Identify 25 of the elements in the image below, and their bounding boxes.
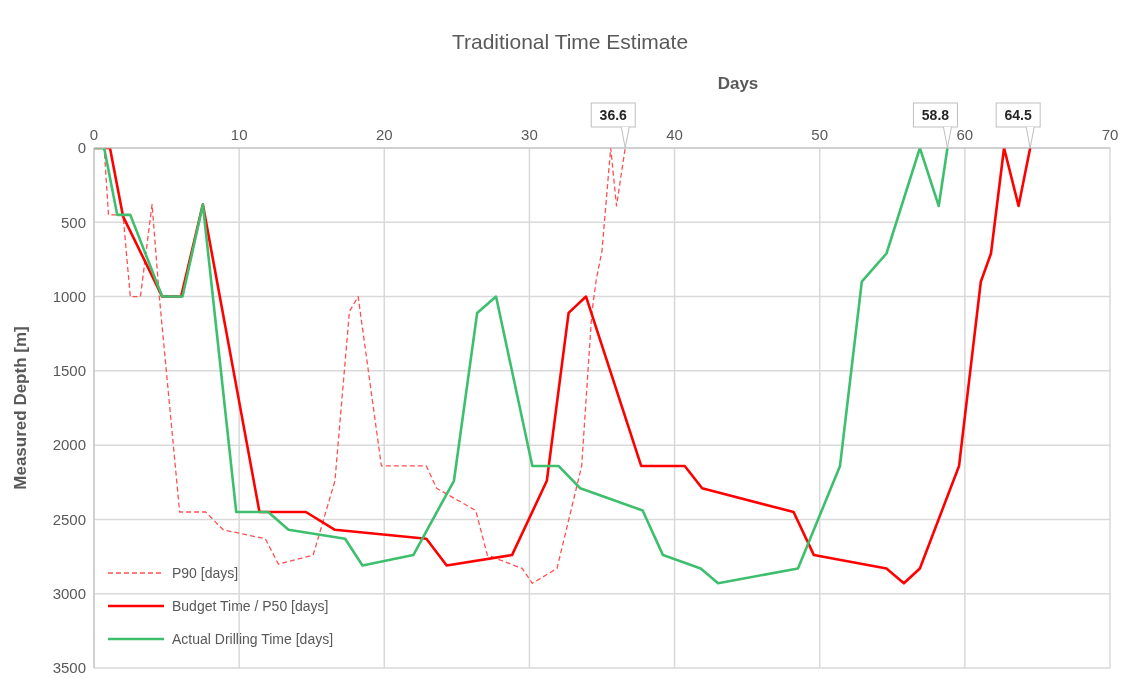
chart-title: Traditional Time Estimate bbox=[450, 30, 690, 54]
legend-label: Actual Drilling Time [days] bbox=[172, 630, 334, 647]
y-tick-label: 3000 bbox=[52, 585, 86, 603]
x-tick-label: 40 bbox=[666, 126, 683, 143]
x-tick-label: 10 bbox=[230, 126, 248, 143]
y-tick-label: 500 bbox=[60, 213, 86, 231]
y-axis-title: Measured Depth [m] bbox=[11, 326, 31, 490]
x-tick-label: 30 bbox=[521, 126, 538, 143]
x-tick-label: 0 bbox=[89, 126, 99, 143]
y-tick-label: 1500 bbox=[52, 362, 86, 380]
x-axis-title: Days bbox=[716, 74, 760, 94]
x-tick-label: 20 bbox=[375, 126, 393, 143]
x-tick-label: 70 bbox=[1101, 126, 1119, 143]
legend-label: Budget Time / P50 [days] bbox=[172, 597, 329, 614]
y-tick-label: 2500 bbox=[52, 510, 86, 528]
annotation: 58.8 bbox=[921, 107, 950, 123]
x-tick-label: 60 bbox=[956, 126, 974, 143]
annotation: 64.5 bbox=[1004, 107, 1033, 123]
x-tick-label: 50 bbox=[811, 126, 829, 143]
y-tick-label: 2000 bbox=[52, 436, 86, 454]
legend-label: P90 [days] bbox=[172, 564, 239, 581]
y-tick-label: 0 bbox=[77, 139, 86, 157]
y-tick-label: 1000 bbox=[52, 287, 86, 305]
y-tick-label: 3500 bbox=[52, 659, 86, 677]
annotation: 36.6 bbox=[599, 107, 628, 123]
